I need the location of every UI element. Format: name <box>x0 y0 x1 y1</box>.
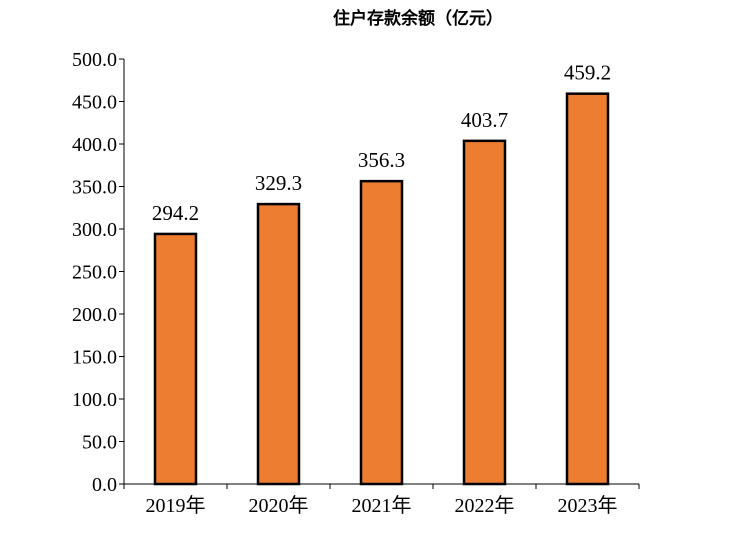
x-tick-label: 2019年 <box>146 494 206 517</box>
x-axis-ticks: 2019年 2020年 2021年 2022年 2023年 <box>123 484 640 517</box>
y-tick-label: 250.0 <box>72 262 117 284</box>
data-label: 294.2 <box>152 201 199 225</box>
bar <box>359 179 404 486</box>
bars <box>153 92 610 486</box>
x-tick-label: 2022年 <box>455 494 515 517</box>
y-tick-label: 450.0 <box>72 92 117 114</box>
y-tick-label: 200.0 <box>72 304 117 326</box>
y-tick-label: 500.0 <box>72 49 117 71</box>
chart-title: 住户存款余额（亿元） <box>333 8 503 29</box>
y-tick-label: 300.0 <box>72 219 117 241</box>
bar <box>153 232 198 486</box>
y-tick-label: 100.0 <box>72 389 117 411</box>
y-tick-label: 0.0 <box>92 474 117 496</box>
y-axis-ticks: 0.0 50.0 100.0 150.0 200.0 250.0 300.0 350.0 400… <box>72 49 124 496</box>
data-label: 459.2 <box>564 61 611 85</box>
data-label: 356.3 <box>358 148 405 172</box>
data-labels: 294.2 329.3 356.3 403.7 459.2 <box>152 61 611 225</box>
data-label: 403.7 <box>461 108 508 132</box>
y-tick-label: 350.0 <box>72 177 117 199</box>
x-tick-label: 2023年 <box>558 494 618 517</box>
x-tick-label: 2020年 <box>249 494 309 517</box>
bar <box>565 92 610 486</box>
bar <box>462 139 507 486</box>
y-tick-label: 400.0 <box>72 134 117 156</box>
y-tick-label: 150.0 <box>72 347 117 369</box>
data-label: 329.3 <box>255 171 302 195</box>
bar <box>256 202 301 486</box>
x-tick-label: 2021年 <box>352 494 412 517</box>
y-tick-label: 50.0 <box>82 432 117 454</box>
